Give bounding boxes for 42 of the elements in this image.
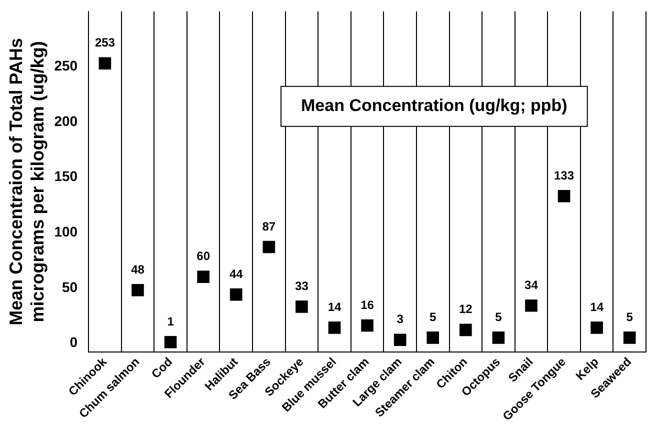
point (426, 332, 440, 344)
point (492, 332, 505, 344)
data-label: 16 (360, 298, 374, 312)
y-tick-label: 0 (70, 334, 78, 350)
data-label: 1 (167, 314, 174, 328)
data-label: 253 (94, 36, 116, 50)
y-tick-label: 150 (54, 168, 78, 184)
data-label: 12 (458, 302, 473, 316)
data-label: 34 (524, 278, 538, 292)
point (164, 336, 177, 348)
data-label: 33 (295, 279, 309, 294)
point (459, 324, 472, 336)
data-label: 44 (229, 266, 244, 281)
point (558, 190, 570, 202)
y-tick-label: 200 (54, 112, 78, 129)
point (525, 299, 538, 312)
data-label: 5 (495, 310, 502, 324)
data-label: 14 (590, 300, 604, 314)
y-axis-title: Mean Concentraion of Total PAHs micrograms per kilogram (ug/kg) (6, 38, 48, 326)
annotation: Mean Concentration (ug/kg; ppb) (301, 96, 568, 116)
point (296, 300, 308, 313)
point (394, 334, 406, 346)
data-label: 3 (396, 312, 404, 326)
point (623, 332, 636, 344)
point (197, 270, 210, 283)
y-tick-label: 50 (62, 278, 78, 295)
data-label: 48 (131, 262, 145, 276)
data-label: 60 (196, 249, 210, 264)
point (590, 322, 603, 334)
data-label: 5 (430, 310, 437, 324)
data-label: 133 (554, 168, 574, 182)
point (361, 319, 374, 332)
data-label: 14 (328, 300, 342, 314)
y-tick-label: 100 (54, 223, 78, 240)
y-tick-label: 250 (54, 58, 78, 74)
data-label: 5 (626, 310, 634, 324)
point (328, 322, 341, 334)
point (262, 240, 276, 254)
point (132, 284, 144, 296)
point (230, 288, 242, 301)
point (98, 57, 112, 70)
data-label: 87 (262, 219, 276, 234)
